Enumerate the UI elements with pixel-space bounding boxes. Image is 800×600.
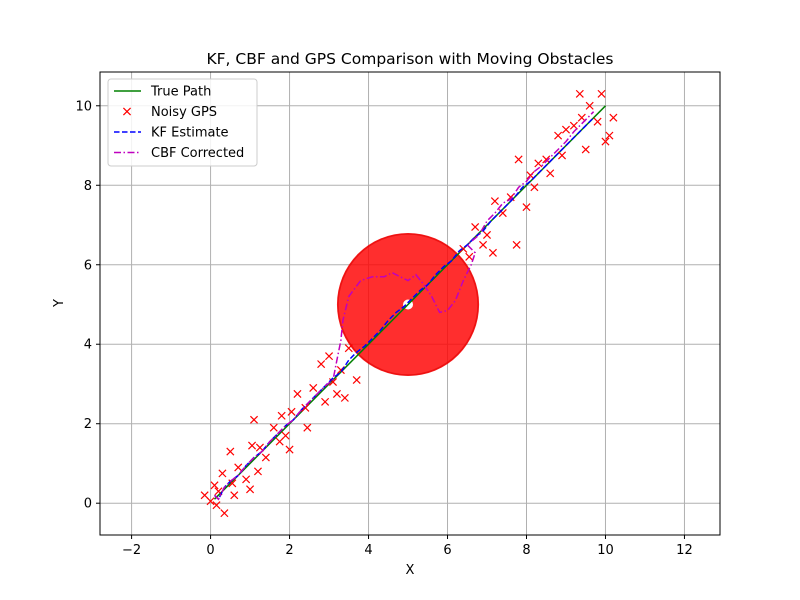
gps-point: [465, 252, 474, 261]
gps-point: [569, 121, 578, 130]
y-tick-label: 10: [75, 99, 92, 114]
gps-point: [234, 463, 243, 472]
y-tick-label: 6: [84, 258, 92, 273]
gps-point: [212, 501, 221, 510]
y-axis-label: Y: [52, 299, 67, 308]
gps-point: [287, 407, 296, 416]
gps-point: [242, 475, 251, 484]
gps-point: [482, 230, 492, 239]
gps-point: [277, 411, 286, 420]
x-tick-label: 0: [206, 543, 214, 558]
legend-box: [107, 78, 258, 167]
y-tick-label: 8: [84, 179, 92, 194]
axis-ticks: −2 0 2 4 6 8 10 12 0 2 4 6 8 10: [75, 99, 692, 558]
gps-point: [554, 131, 563, 140]
legend-label: True Path: [150, 85, 211, 100]
gps-point: [249, 415, 259, 424]
gps-point: [332, 389, 341, 398]
gps-point: [285, 445, 294, 454]
gps-point: [561, 125, 571, 134]
x-tick-label: 10: [597, 543, 614, 558]
gps-point: [218, 469, 227, 478]
gps-point: [321, 397, 330, 406]
gps-point: [534, 159, 543, 168]
gps-point: [605, 131, 614, 140]
obstacle-edge: [337, 233, 479, 376]
gps-point: [340, 393, 349, 402]
gps-point: [530, 183, 539, 192]
plot-frame: [99, 71, 721, 536]
gps-point: [301, 403, 310, 412]
x-tick-label: −2: [122, 543, 141, 558]
gps-point: [514, 155, 523, 164]
gps-point: [253, 467, 262, 476]
gps-point: [230, 491, 239, 500]
series-line-kf-estimate: [213, 117, 595, 501]
gps-point: [293, 389, 302, 398]
gps-point: [246, 485, 255, 494]
x-tick-label: 2: [285, 543, 293, 558]
gps-point: [352, 375, 361, 385]
gps-point: [317, 360, 326, 369]
gps-point: [575, 89, 584, 98]
y-tick-label: 0: [84, 497, 92, 512]
gps-point: [585, 101, 594, 110]
gps-point: [248, 441, 257, 450]
gps-point: [488, 248, 497, 257]
y-tick-label: 2: [84, 417, 92, 432]
series-line-cbf-corrected: [213, 111, 595, 501]
gps-point: [226, 447, 235, 456]
gps-point: [601, 137, 610, 146]
gps-point: [210, 481, 219, 490]
gps-point: [325, 352, 334, 361]
chart-title: KF, CBF and GPS Comparison with Moving O…: [206, 50, 613, 68]
x-tick-label: 6: [443, 543, 451, 558]
gps-point: [490, 197, 499, 206]
gps-point: [609, 113, 618, 122]
gps-point: [558, 151, 567, 160]
gps-point: [593, 117, 602, 126]
plot-area: [200, 89, 618, 518]
legend-marker: [122, 107, 132, 116]
legend-entry: True Path: [114, 85, 211, 100]
gps-point: [546, 169, 555, 178]
gps-point: [303, 423, 312, 432]
x-tick-label: 8: [522, 543, 530, 558]
x-axis-label: X: [406, 563, 415, 578]
legend: True Path Noisy GPS KF Estimate CBF Correct…: [107, 78, 258, 167]
gps-point: [261, 453, 270, 462]
legend-label: KF Estimate: [151, 126, 229, 141]
legend-entry: CBF Corrected: [114, 146, 244, 161]
legend-label: Noisy GPS: [151, 105, 217, 120]
gps-point: [471, 222, 480, 232]
gps-point: [526, 171, 535, 180]
legend-entry: Noisy GPS: [122, 105, 217, 120]
gps-point: [220, 509, 229, 518]
gps-point: [206, 497, 215, 506]
gps-point: [344, 344, 353, 353]
gps-point: [269, 423, 278, 432]
gps-point: [577, 113, 586, 122]
gps-point: [522, 203, 531, 212]
gps-point: [479, 240, 488, 249]
legend-label: CBF Corrected: [151, 146, 244, 161]
gps-point: [597, 89, 606, 98]
gps-point: [281, 431, 290, 440]
x-tick-label: 4: [364, 543, 372, 558]
x-tick-label: 12: [676, 543, 693, 558]
gps-point: [309, 383, 318, 392]
gps-point: [581, 145, 590, 154]
legend-entry: KF Estimate: [114, 126, 229, 141]
gps-point: [512, 240, 521, 249]
y-tick-label: 4: [84, 338, 92, 353]
gps-point: [542, 155, 551, 164]
